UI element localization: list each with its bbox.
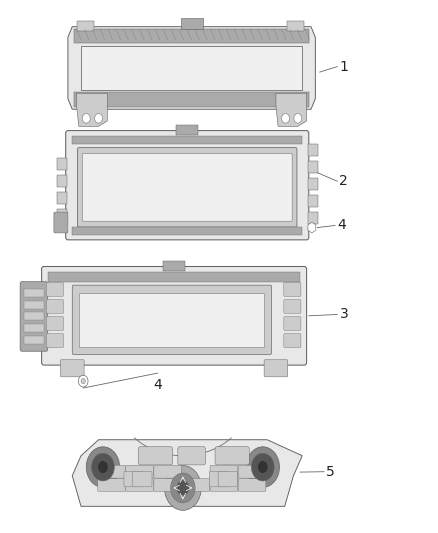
Bar (72, 136, 302, 144)
Circle shape (164, 465, 201, 510)
Bar (81, 46, 302, 90)
Bar (48, 272, 300, 282)
FancyBboxPatch shape (210, 465, 238, 478)
FancyBboxPatch shape (20, 281, 48, 351)
FancyBboxPatch shape (182, 479, 210, 491)
Circle shape (95, 114, 102, 123)
Polygon shape (68, 27, 315, 109)
Circle shape (282, 114, 290, 123)
Circle shape (294, 114, 302, 123)
FancyBboxPatch shape (46, 300, 64, 313)
FancyBboxPatch shape (124, 471, 143, 487)
Circle shape (258, 461, 268, 473)
FancyBboxPatch shape (238, 465, 266, 478)
Bar (57, 209, 67, 221)
Circle shape (92, 453, 114, 481)
FancyBboxPatch shape (284, 282, 301, 296)
FancyBboxPatch shape (264, 360, 288, 377)
Circle shape (81, 378, 85, 384)
FancyBboxPatch shape (154, 465, 181, 478)
Bar (57, 158, 67, 170)
Polygon shape (72, 440, 302, 506)
Bar (308, 161, 318, 173)
FancyBboxPatch shape (82, 154, 292, 221)
Bar (24, 336, 44, 344)
FancyBboxPatch shape (210, 479, 238, 491)
FancyBboxPatch shape (78, 148, 297, 227)
Text: 4: 4 (153, 378, 162, 392)
Bar (287, 21, 304, 31)
FancyBboxPatch shape (54, 212, 68, 233)
FancyBboxPatch shape (98, 479, 125, 491)
Polygon shape (77, 93, 107, 126)
Bar (24, 324, 44, 332)
FancyBboxPatch shape (238, 479, 266, 491)
FancyBboxPatch shape (218, 471, 237, 487)
Polygon shape (308, 222, 316, 233)
Text: 1: 1 (339, 60, 348, 74)
FancyBboxPatch shape (215, 447, 249, 465)
Circle shape (170, 473, 195, 503)
Text: 3: 3 (339, 308, 348, 321)
FancyBboxPatch shape (46, 317, 64, 330)
FancyBboxPatch shape (46, 282, 64, 296)
Bar (308, 195, 318, 207)
FancyBboxPatch shape (66, 131, 309, 240)
Text: 4: 4 (337, 219, 346, 232)
FancyBboxPatch shape (284, 317, 301, 330)
FancyBboxPatch shape (133, 471, 152, 487)
FancyBboxPatch shape (42, 266, 307, 365)
Bar (57, 192, 67, 204)
Bar (74, 92, 309, 107)
Polygon shape (276, 93, 307, 126)
Bar (24, 301, 44, 309)
FancyBboxPatch shape (209, 471, 229, 487)
Text: 2: 2 (339, 174, 348, 188)
Circle shape (86, 447, 120, 487)
FancyBboxPatch shape (126, 465, 153, 478)
FancyBboxPatch shape (46, 334, 64, 348)
Bar (24, 289, 44, 297)
Circle shape (78, 375, 88, 387)
FancyBboxPatch shape (284, 334, 301, 348)
Circle shape (82, 114, 90, 123)
Circle shape (251, 453, 274, 481)
FancyBboxPatch shape (60, 360, 84, 377)
Bar (163, 261, 185, 271)
Bar (77, 21, 94, 31)
Bar (308, 178, 318, 190)
FancyBboxPatch shape (98, 465, 125, 478)
Circle shape (98, 461, 108, 473)
Bar (74, 29, 309, 43)
Bar (24, 312, 44, 320)
FancyBboxPatch shape (154, 479, 181, 491)
FancyBboxPatch shape (72, 285, 272, 354)
Text: 5: 5 (326, 465, 335, 479)
Bar (308, 144, 318, 156)
Bar (308, 212, 318, 224)
FancyBboxPatch shape (138, 447, 173, 465)
Circle shape (246, 447, 279, 487)
FancyBboxPatch shape (79, 294, 265, 348)
Bar (57, 175, 67, 187)
FancyBboxPatch shape (126, 479, 153, 491)
Bar (72, 227, 302, 235)
Bar (180, 18, 202, 29)
FancyBboxPatch shape (178, 447, 205, 465)
FancyBboxPatch shape (284, 300, 301, 313)
Bar (176, 125, 198, 135)
Circle shape (177, 480, 189, 495)
